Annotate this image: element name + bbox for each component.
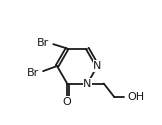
Text: Br: Br (27, 68, 39, 78)
Text: N: N (93, 61, 102, 71)
Text: N: N (83, 78, 92, 88)
Text: OH: OH (128, 92, 145, 102)
Text: O: O (63, 97, 71, 107)
Text: Br: Br (37, 38, 49, 48)
